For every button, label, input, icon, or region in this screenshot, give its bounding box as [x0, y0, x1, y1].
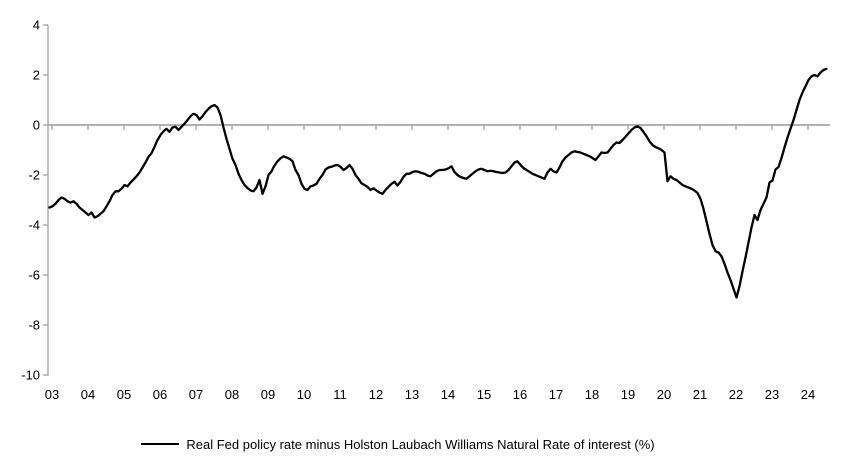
x-axis-tick-label: 12	[369, 387, 383, 402]
x-axis-tick-label: 06	[153, 387, 167, 402]
y-axis-tick-label: -10	[21, 368, 40, 383]
y-axis-tick-label: 0	[33, 118, 40, 133]
y-axis-tick-label: -8	[28, 318, 40, 333]
legend: Real Fed policy rate minus Holston Lauba…	[0, 433, 796, 455]
x-axis-tick-label: 05	[117, 387, 131, 402]
x-axis-tick-label: 20	[657, 387, 671, 402]
x-axis-tick-label: 15	[477, 387, 491, 402]
x-axis-tick-label: 16	[513, 387, 527, 402]
x-axis-tick-label: 19	[621, 387, 635, 402]
y-axis-tick-label: -4	[28, 218, 40, 233]
data-series-line	[48, 67, 828, 299]
x-axis-tick-label: 10	[297, 387, 311, 402]
x-axis-tick-label: 04	[81, 387, 95, 402]
y-axis-tick-label: -2	[28, 168, 40, 183]
x-axis-tick-label: 24	[801, 387, 815, 402]
y-axis-tick-label: -6	[28, 268, 40, 283]
x-axis-tick-label: 07	[189, 387, 203, 402]
legend-line-icon	[141, 443, 180, 445]
x-axis-tick-label: 22	[729, 387, 743, 402]
legend-label: Real Fed policy rate minus Holston Lauba…	[186, 436, 655, 452]
x-axis-tick-label: 13	[405, 387, 419, 402]
x-axis-tick-label: 03	[45, 387, 59, 402]
x-axis-tick-label: 11	[333, 387, 347, 402]
x-axis-tick-label: 23	[765, 387, 779, 402]
x-axis-tick-label: 21	[693, 387, 707, 402]
y-axis-tick-label: 2	[33, 68, 40, 83]
x-axis-tick-label: 18	[585, 387, 599, 402]
x-axis-tick-label: 17	[549, 387, 563, 402]
x-axis-tick-label: 14	[441, 387, 455, 402]
x-axis-tick-label: 08	[225, 387, 239, 402]
x-axis-tick-label: 09	[261, 387, 275, 402]
y-axis-tick-label: 4	[33, 18, 40, 33]
